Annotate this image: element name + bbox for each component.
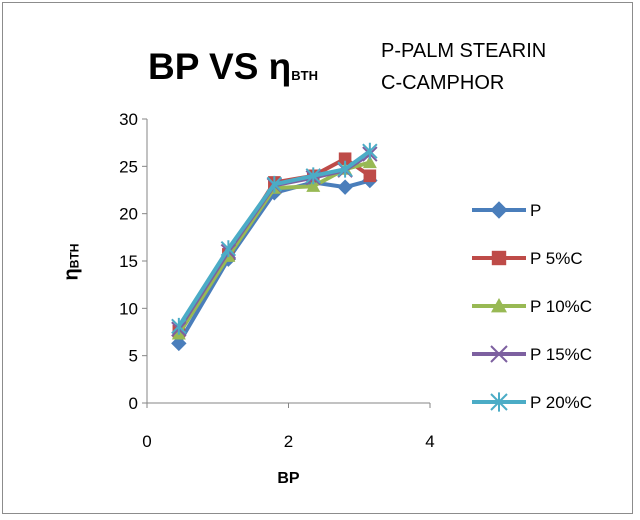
star-marker (337, 160, 353, 178)
triangle-marker (491, 298, 507, 313)
series-0 (171, 172, 378, 352)
diamond-marker (171, 335, 187, 352)
series-4 (171, 142, 378, 335)
square-marker (491, 250, 507, 266)
star-marker (305, 167, 321, 185)
chart-area (2, 2, 633, 514)
legend-label: P 10%C (530, 297, 592, 316)
diamond-marker (337, 179, 353, 195)
diamond-marker (490, 201, 508, 219)
legend-label: P 5%C (530, 249, 583, 268)
x-tick-label: 2 (284, 432, 293, 451)
x-tick-label: 0 (142, 432, 151, 451)
legend-item-0: P (472, 201, 541, 220)
legend-label: P (530, 201, 541, 220)
x-tick-label: 4 (425, 432, 434, 451)
chart-title: BP VS ηBTH (148, 46, 318, 88)
y-tick-label: 25 (119, 157, 138, 176)
legend-item-2: P 10%C (472, 297, 592, 316)
chart-title-main: BP VS η (148, 46, 292, 87)
star-marker (266, 175, 283, 193)
star-marker (490, 392, 508, 412)
annotation-camphor: C-CAMPHOR (381, 72, 505, 94)
square-marker (363, 169, 377, 183)
x-marker (490, 345, 508, 363)
y-tick-label: 0 (129, 394, 138, 413)
annotation-palm-stearin: P-PALM STEARIN (381, 40, 547, 62)
series-3 (171, 146, 378, 337)
star-marker (171, 317, 187, 335)
legend-item-4: P 20%C (472, 392, 592, 412)
series-line (177, 178, 371, 345)
legend-label: P 15%C (530, 345, 592, 364)
triangle-marker (362, 155, 377, 169)
y-tick-label: 30 (119, 110, 138, 129)
y-tick-label: 15 (119, 252, 138, 271)
star-marker (220, 240, 237, 258)
y-tick-label: 5 (129, 347, 138, 366)
y-tick-label: 20 (119, 205, 138, 224)
legend-item-3: P 15%C (472, 345, 592, 364)
x-axis-title: BP (277, 470, 300, 487)
legend-item-1: P 5%C (472, 249, 583, 268)
y-tick-label: 10 (119, 299, 138, 318)
square-marker (338, 152, 352, 166)
star-marker (362, 142, 378, 160)
legend-label: P 20%C (530, 393, 592, 412)
triangle-marker (306, 179, 321, 192)
chart-title-subscript: BTH (291, 68, 318, 83)
